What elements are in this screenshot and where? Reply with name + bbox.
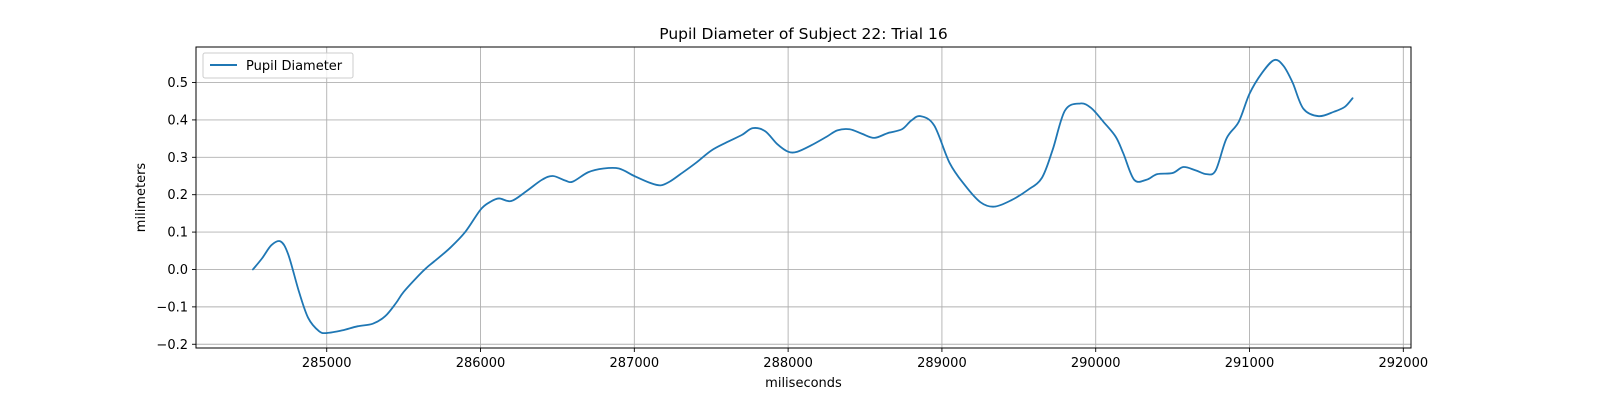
y-tick-label: 0.4 (167, 113, 188, 128)
x-tick-label: 292000 (1378, 356, 1428, 371)
x-tick-label: 291000 (1225, 356, 1275, 371)
x-tick-label: 285000 (302, 356, 352, 371)
x-tick-label: 287000 (610, 356, 660, 371)
y-tick-label: 0.1 (167, 226, 188, 241)
y-tick-label: 0.5 (167, 76, 188, 91)
x-tick-label: 290000 (1071, 356, 1121, 371)
legend-box (202, 52, 354, 79)
y-tick-label: 0.3 (167, 151, 188, 166)
x-tick-label: 288000 (763, 356, 813, 371)
series-line-pupil-diameter (252, 58, 1354, 335)
y-tick-label: 0.2 (167, 188, 188, 203)
x-tick-label: 286000 (456, 356, 506, 371)
axis-ticks: 285000 286000 287000 288000 289000 290000 2910… (156, 76, 1428, 371)
x-axis-label: miliseconds (765, 376, 842, 391)
series-layer (252, 58, 1354, 335)
legend: Pupil Diameter (202, 52, 354, 79)
grid (196, 47, 1411, 348)
chart-title: Pupil Diameter of Subject 22: Trial 16 (659, 25, 948, 43)
y-tick-label: −0.1 (156, 300, 188, 315)
y-tick-label: −0.2 (156, 338, 188, 353)
plot-frame (195, 46, 1412, 349)
y-axis-label: milimeters (134, 163, 149, 233)
legend-label: Pupil Diameter (246, 59, 343, 74)
y-tick-label: 0.0 (167, 263, 188, 278)
x-tick-label: 289000 (917, 356, 967, 371)
